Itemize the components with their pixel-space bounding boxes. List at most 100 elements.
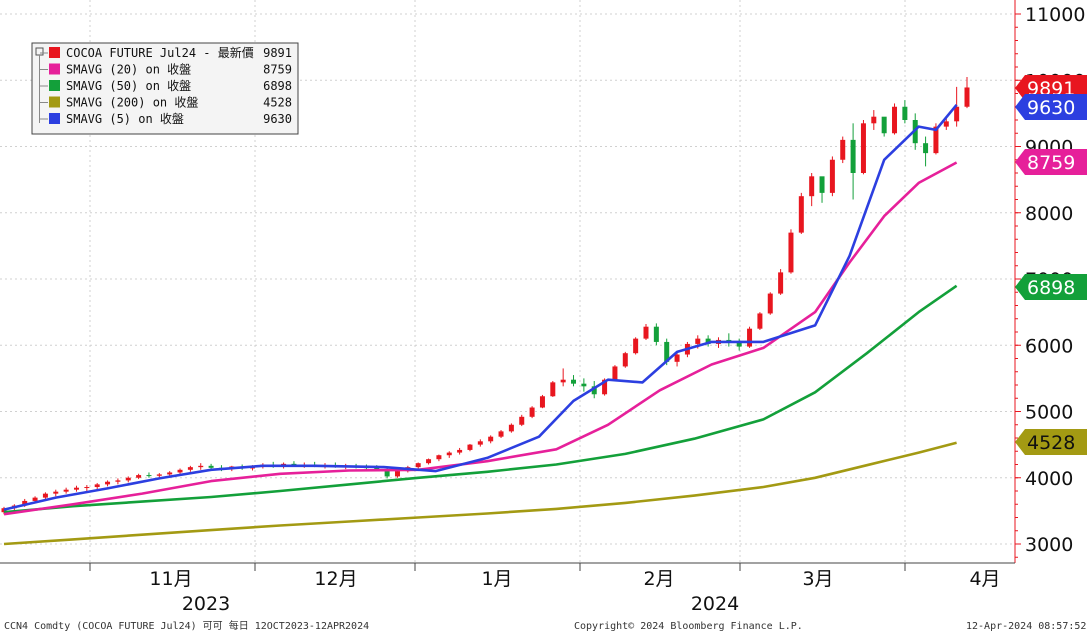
candle-body bbox=[881, 116, 887, 134]
candle-body bbox=[22, 500, 28, 506]
candle-body bbox=[436, 455, 442, 460]
legend-label: SMAVG (50) on 收盤 bbox=[66, 79, 191, 93]
candle-body bbox=[146, 475, 152, 477]
candle-body bbox=[633, 338, 639, 354]
price-tag-8759: 8759 bbox=[1015, 149, 1087, 175]
legend-value: 4528 bbox=[263, 96, 292, 110]
candle-body bbox=[581, 383, 587, 387]
candle-body bbox=[374, 467, 380, 470]
candle-body bbox=[94, 484, 100, 488]
series-line-smavg-200- bbox=[3, 441, 957, 546]
candle-body bbox=[53, 491, 59, 494]
candle-body bbox=[757, 313, 763, 329]
legend-swatch bbox=[49, 80, 60, 91]
grid bbox=[0, 0, 1015, 563]
y-tick-label: 5000 bbox=[1025, 402, 1073, 424]
price-tag-box bbox=[1015, 94, 1087, 120]
candle-body bbox=[394, 471, 400, 477]
candle-body bbox=[156, 474, 162, 476]
candle-body bbox=[798, 196, 804, 233]
candle-body bbox=[446, 452, 452, 456]
candles bbox=[1, 76, 970, 515]
candle-body bbox=[63, 489, 69, 492]
x-month-label: 3月 bbox=[802, 568, 833, 590]
price-tag-4528: 4528 bbox=[1015, 429, 1087, 455]
candle-body bbox=[550, 382, 556, 397]
price-tag-9630: 9630 bbox=[1015, 94, 1087, 120]
candle-body bbox=[477, 441, 483, 445]
candle-body bbox=[498, 431, 504, 437]
legend-value: 9630 bbox=[263, 112, 292, 126]
legend-value: 9891 bbox=[263, 46, 292, 60]
candle-body bbox=[747, 328, 753, 347]
candle-body bbox=[705, 338, 711, 344]
x-month-label: 4月 bbox=[969, 568, 1000, 590]
y-tick-label: 8000 bbox=[1025, 203, 1073, 225]
candle-body bbox=[664, 341, 670, 362]
price-tag-box bbox=[1015, 429, 1087, 455]
candle-body bbox=[736, 342, 742, 347]
candle-body bbox=[695, 338, 701, 344]
price-tag-box bbox=[1015, 274, 1087, 300]
candle-body bbox=[73, 487, 79, 490]
legend-label: SMAVG (5) on 收盤 bbox=[66, 112, 184, 126]
legend: COCOA FUTURE Jul24 - 最新價 9891 SMAVG (20) o… bbox=[31, 42, 299, 135]
x-month-label: 1月 bbox=[481, 568, 512, 590]
y-tick-label: 3000 bbox=[1025, 534, 1073, 556]
series-line-smavg-20- bbox=[3, 161, 958, 516]
candle-body bbox=[840, 139, 846, 160]
candle-body bbox=[125, 477, 131, 481]
candle-body bbox=[933, 126, 939, 154]
y-tick-label: 6000 bbox=[1025, 335, 1073, 357]
candle-body bbox=[788, 232, 794, 273]
legend-value: 6898 bbox=[263, 79, 292, 93]
x-axis: 11月 12月 1月 2月 3月 4月 2023 2024 bbox=[0, 562, 1015, 615]
footer-left: CCN4 Comdty (COCOA FUTURE Jul24) 可可 每日 1… bbox=[4, 619, 369, 632]
price-tag-value: 4528 bbox=[1027, 432, 1075, 454]
series-line-smavg-5- bbox=[3, 103, 958, 511]
candle-body bbox=[674, 354, 680, 362]
candle-body bbox=[105, 481, 111, 485]
candle-body bbox=[187, 467, 193, 470]
x-year-label: 2023 bbox=[182, 593, 230, 615]
legend-swatch bbox=[49, 63, 60, 75]
candle-body bbox=[622, 353, 628, 367]
candle-body bbox=[591, 386, 597, 395]
price-tag-6898: 6898 bbox=[1015, 274, 1087, 300]
candle-body bbox=[767, 293, 773, 314]
candle-body bbox=[892, 106, 898, 134]
candle-body bbox=[136, 475, 142, 478]
x-year-label: 2024 bbox=[691, 593, 739, 615]
candle-body bbox=[954, 106, 960, 122]
candle-body bbox=[860, 123, 866, 173]
footer-center: Copyright© 2024 Bloomberg Finance L.P. bbox=[574, 621, 803, 632]
candle-body bbox=[508, 424, 514, 432]
x-month-label: 11月 bbox=[149, 568, 192, 590]
candle-body bbox=[643, 326, 649, 339]
legend-value: 8759 bbox=[263, 63, 292, 77]
legend-swatch bbox=[49, 47, 60, 58]
candle-body bbox=[829, 159, 835, 193]
legend-label: COCOA FUTURE Jul24 - 最新價 bbox=[66, 45, 254, 60]
candle-body bbox=[602, 379, 608, 395]
candle-body bbox=[115, 480, 121, 482]
candle-body bbox=[42, 493, 48, 498]
candle-body bbox=[964, 87, 970, 107]
candle-body bbox=[84, 487, 90, 489]
candle-body bbox=[539, 396, 545, 408]
candle-body bbox=[850, 139, 856, 173]
price-tag-box bbox=[1015, 149, 1087, 175]
candle-body bbox=[426, 459, 432, 464]
candle-body bbox=[571, 379, 577, 384]
moving-average-lines bbox=[3, 103, 958, 546]
candle-body bbox=[415, 463, 421, 468]
candle-body bbox=[612, 366, 618, 380]
candle-body bbox=[177, 469, 183, 473]
candle-body bbox=[871, 116, 877, 124]
candle-body bbox=[208, 465, 214, 468]
y-tick-label: 11000 bbox=[1025, 4, 1085, 26]
candle-body bbox=[32, 497, 38, 501]
candle-body bbox=[529, 407, 535, 417]
